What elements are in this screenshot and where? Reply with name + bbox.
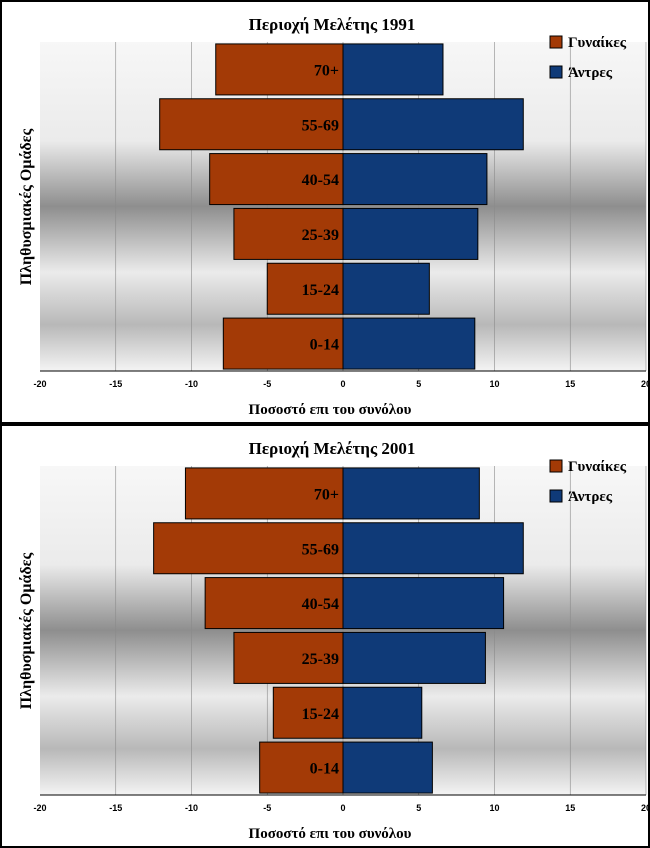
bar-women-25-39	[233, 207, 344, 260]
bar-men-40-54	[342, 153, 488, 206]
x-tick-label: 0	[340, 379, 345, 389]
category-label: 0-14	[310, 761, 339, 778]
bar-women-70+	[215, 43, 344, 96]
category-label: 40-54	[302, 596, 339, 613]
category-label: 70+	[314, 486, 339, 503]
bar-men-0-14	[342, 741, 433, 794]
legend-swatch-men	[549, 489, 563, 503]
bar-women-15-24	[272, 686, 344, 739]
legend-swatch-women	[549, 35, 563, 49]
bar-men-70+	[342, 467, 480, 520]
x-tick-label: 20	[641, 379, 650, 389]
category-label: 70+	[314, 62, 339, 79]
legend-swatch-women	[549, 459, 563, 473]
chart-svg: 70+ 55-69 40-54 25-39 15-24 0-14 -20 -15 -10 -5 0 5…	[0, 424, 650, 848]
bar-women-0-14	[259, 741, 344, 794]
bar-men-0-14	[342, 317, 476, 370]
legend-label-women: Γυναίκες	[568, 459, 627, 475]
legend-label-women: Γυναίκες	[568, 35, 627, 51]
chart-title: Περιοχή Μελέτης 2001	[249, 439, 416, 458]
y-axis-label: Πληθυσμιακές Ομάδες	[18, 128, 35, 285]
legend-swatch-men	[549, 65, 563, 79]
bar-men-25-39	[342, 207, 479, 260]
category-label: 25-39	[302, 227, 339, 244]
x-tick-label: 10	[489, 803, 499, 813]
x-tick-label: -15	[109, 379, 122, 389]
bar-women-40-54	[204, 577, 344, 630]
x-tick-label: -10	[185, 803, 198, 813]
x-tick-label: 15	[565, 803, 575, 813]
bar-women-55-69	[153, 522, 344, 575]
category-label: 0-14	[310, 337, 339, 354]
bar-women-70+	[184, 467, 344, 520]
category-label: 15-24	[302, 706, 339, 723]
bar-women-15-24	[266, 262, 344, 315]
bar-men-55-69	[342, 522, 524, 575]
bar-women-25-39	[233, 631, 344, 684]
category-label: 55-69	[302, 541, 339, 558]
x-tick-label: 0	[340, 803, 345, 813]
legend: Γυναίκες Άντρες	[549, 459, 627, 505]
bar-women-55-69	[159, 98, 344, 151]
x-tick-label: -20	[33, 803, 46, 813]
x-axis-label: Ποσοστό επι του συνόλου	[249, 402, 412, 418]
bar-women-40-54	[209, 153, 344, 206]
x-axis-label: Ποσοστό επι του συνόλου	[249, 826, 412, 842]
x-tick-label: 5	[416, 379, 421, 389]
bar-men-15-24	[342, 262, 430, 315]
category-label: 55-69	[302, 117, 339, 134]
x-tick-label: 5	[416, 803, 421, 813]
category-label: 15-24	[302, 282, 339, 299]
x-tick-label: -15	[109, 803, 122, 813]
x-tick-label: 10	[489, 379, 499, 389]
chart-svg: 70+ 55-69 40-54 25-39 15-24 0-14 -20 -15 -10 -5 0 5…	[0, 0, 650, 424]
bar-women-0-14	[222, 317, 344, 370]
x-tick-label: 15	[565, 379, 575, 389]
y-axis-label: Πληθυσμιακές Ομάδες	[18, 552, 35, 709]
x-tick-label: -20	[33, 379, 46, 389]
x-tick-label: -10	[185, 379, 198, 389]
bar-men-70+	[342, 43, 444, 96]
pyramid-chart-1991: 70+ 55-69 40-54 25-39 15-24 0-14 -20 -15 -10 -5 0 5…	[0, 0, 650, 424]
legend-label-men: Άντρες	[568, 489, 613, 505]
chart-title: Περιοχή Μελέτης 1991	[249, 15, 416, 34]
legend-label-men: Άντρες	[568, 65, 613, 81]
x-tick-label: -5	[263, 379, 271, 389]
pyramid-chart-2001: 70+ 55-69 40-54 25-39 15-24 0-14 -20 -15 -10 -5 0 5…	[0, 424, 650, 848]
bar-men-25-39	[342, 631, 486, 684]
bar-men-55-69	[342, 98, 524, 151]
category-label: 25-39	[302, 651, 339, 668]
legend: Γυναίκες Άντρες	[549, 35, 627, 81]
category-label: 40-54	[302, 172, 339, 189]
bar-men-15-24	[342, 686, 423, 739]
x-tick-label: -5	[263, 803, 271, 813]
x-tick-label: 20	[641, 803, 650, 813]
bar-men-40-54	[342, 577, 505, 630]
